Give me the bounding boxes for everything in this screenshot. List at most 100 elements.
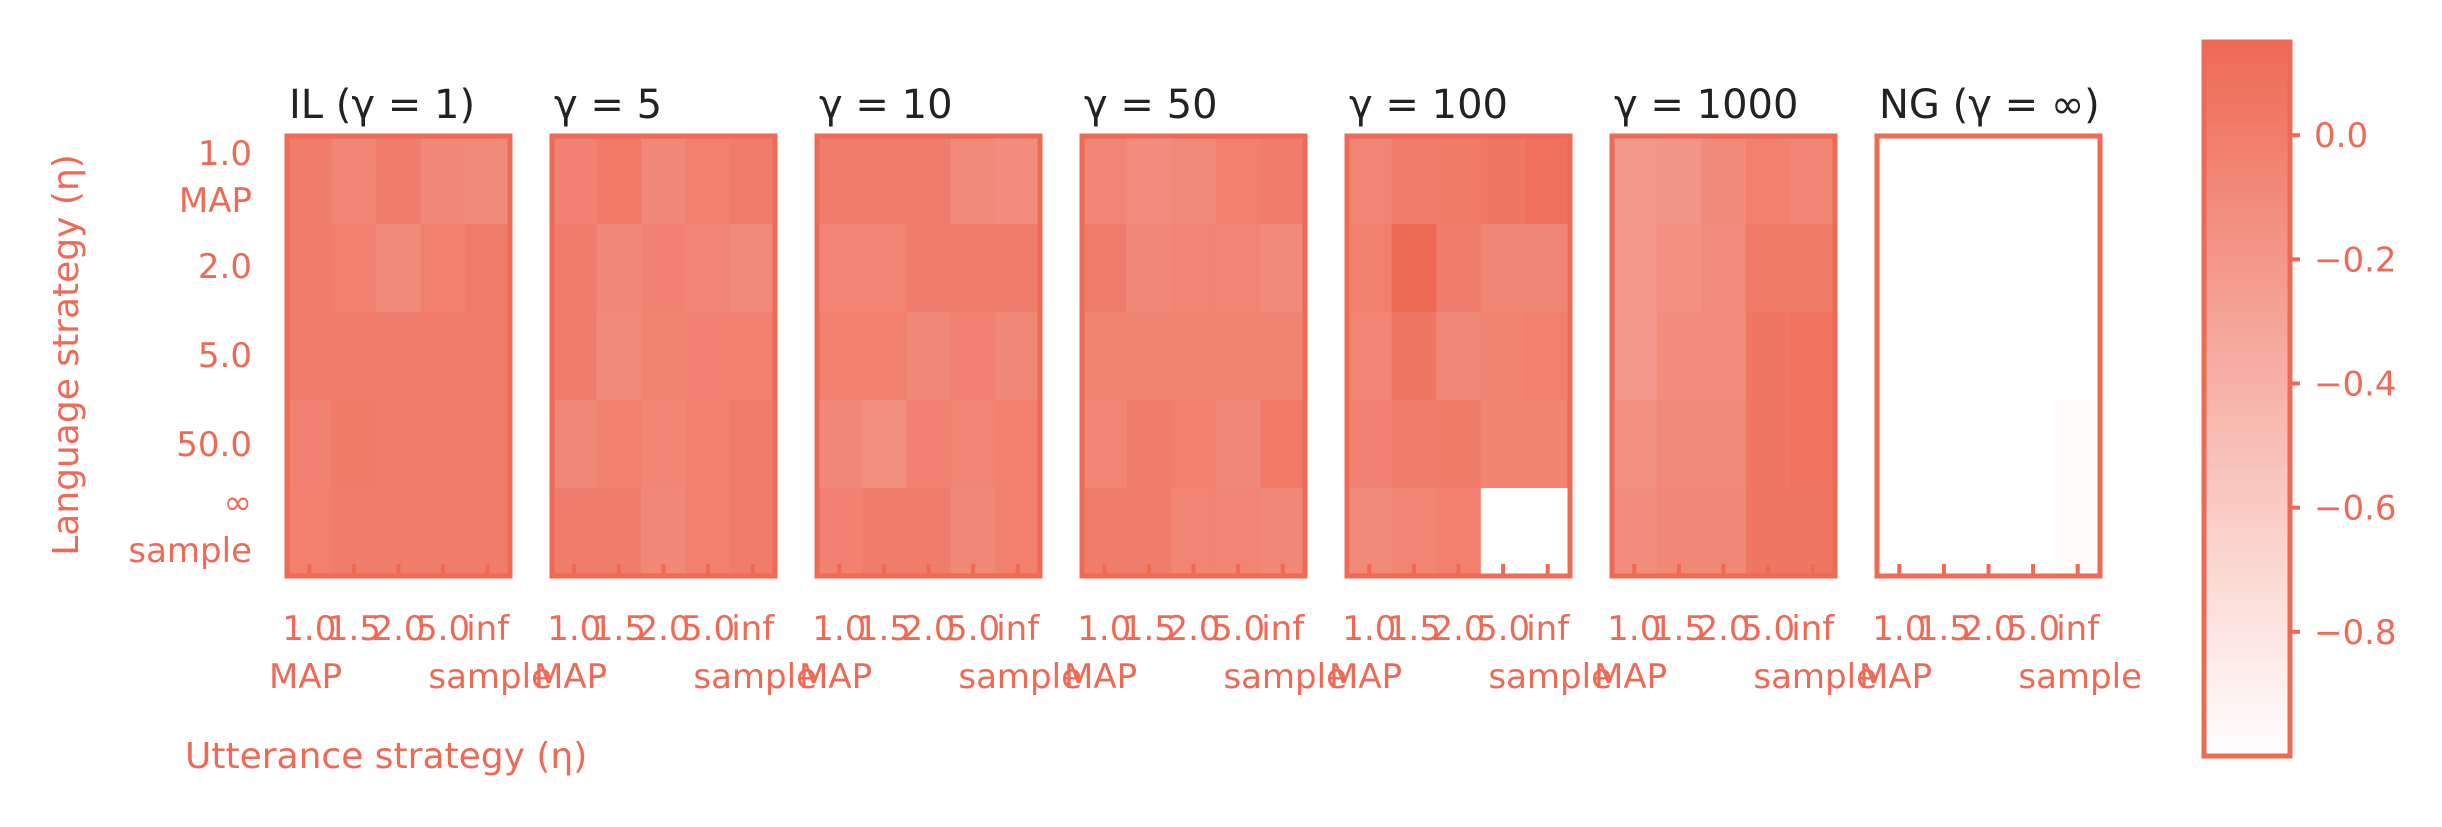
y-tick-label: 2.0 [198, 247, 252, 287]
heatmap-cell [1126, 224, 1172, 313]
heatmap-cell [906, 224, 952, 313]
heatmap-cell [1171, 224, 1217, 313]
heatmap-cell [1082, 488, 1128, 577]
panel-title: γ = 100 [1349, 82, 1508, 128]
x-tick-label: 2.0 [371, 609, 425, 649]
heatmap-cell [596, 224, 642, 313]
heatmap-cell [861, 312, 907, 401]
heatmap-cell [1480, 136, 1526, 225]
heatmap-cell [1391, 400, 1437, 489]
heatmap-cell [1701, 400, 1747, 489]
heatmap-cell [1612, 224, 1658, 313]
heatmap-cell [1126, 488, 1172, 577]
heatmap-cell [817, 136, 863, 225]
heatmap-cell [1171, 136, 1217, 225]
heatmap-cell [1436, 136, 1482, 225]
x-tick-label: 1.0 [1077, 609, 1131, 649]
heatmap-cell [552, 312, 598, 401]
x-extreme-label-right: sample [958, 657, 1082, 697]
heatmap-cell [1391, 224, 1437, 313]
colorbar-tick-label: −0.8 [2314, 613, 2397, 653]
colorbar-tick-label: −0.2 [2314, 240, 2397, 280]
heatmap-cell [287, 400, 333, 489]
heatmap-cell [1082, 312, 1128, 401]
x-tick-label: inf [1791, 609, 1835, 649]
heatmap-cell [641, 488, 687, 577]
panel-title: γ = 10 [819, 82, 953, 128]
x-extreme-label-right: sample [1753, 657, 1877, 697]
x-tick-label: 1.5 [1387, 609, 1441, 649]
heatmap-cell [950, 400, 996, 489]
x-tick-label: 5.0 [681, 609, 735, 649]
heatmap-cell [1745, 136, 1791, 225]
heatmap-cell [1921, 400, 1967, 489]
x-tick-label: 1.5 [857, 609, 911, 649]
heatmap-cell [1260, 224, 1306, 313]
heatmap-cell [1745, 224, 1791, 313]
heatmap-cell [596, 400, 642, 489]
x-extreme-label-left: MAP [1594, 657, 1667, 697]
heatmap-cell [906, 488, 952, 577]
heatmap-cell [287, 136, 333, 225]
heatmap-cell [1391, 136, 1437, 225]
x-extreme-label-right: sample [428, 657, 552, 697]
heatmap-cell [861, 488, 907, 577]
heatmap-cell [1480, 224, 1526, 313]
heatmap-cell [1347, 224, 1393, 313]
colorbar-tick-label: 0.0 [2314, 116, 2368, 156]
heatmap-cell [641, 400, 687, 489]
heatmap-cell [1082, 400, 1128, 489]
x-tick-label: inf [2056, 609, 2100, 649]
heatmap-cell [685, 136, 731, 225]
heatmap-cell [1525, 400, 1571, 489]
heatmap-cell [331, 224, 377, 313]
x-tick-label: 1.5 [592, 609, 646, 649]
heatmap-cell [1877, 488, 1923, 577]
heatmap-cell [1436, 312, 1482, 401]
heatmap-cell [1215, 488, 1261, 577]
heatmap-cell [2010, 400, 2056, 489]
y-tick-label: 5.0 [198, 336, 252, 376]
heatmap-cell [1656, 400, 1702, 489]
heatmap-cell [1745, 488, 1791, 577]
x-extreme-label-right: sample [1488, 657, 1612, 697]
heatmap-cell [1215, 224, 1261, 313]
heatmap-cell [2010, 136, 2056, 225]
heatmap-cell [1921, 224, 1967, 313]
heatmap-cell [1260, 136, 1306, 225]
x-tick-label: 2.0 [636, 609, 690, 649]
x-extreme-label-left: MAP [1064, 657, 1137, 697]
x-extreme-label-right: sample [693, 657, 817, 697]
heatmap-cell [950, 224, 996, 313]
panel-title: IL (γ = 1) [289, 82, 475, 128]
y-tick-labels: 1.0 MAP 2.0 5.0 50.0 ∞ sample [128, 134, 252, 571]
colorbar-tick-label: −0.4 [2314, 364, 2397, 404]
heatmap-cell [950, 136, 996, 225]
heatmap-cell [1260, 488, 1306, 577]
heatmap-cell [2055, 488, 2101, 577]
heatmap-cell [1171, 488, 1217, 577]
heatmap-cell [906, 312, 952, 401]
heatmap-cell [465, 312, 511, 401]
x-extreme-label-left: MAP [799, 657, 872, 697]
heatmap-cell [685, 488, 731, 577]
heatmap-cell [1656, 224, 1702, 313]
heatmap-cell [1215, 136, 1261, 225]
heatmap-cell [1215, 312, 1261, 401]
heatmap-cell [1612, 488, 1658, 577]
heatmap-cell [1436, 488, 1482, 577]
heatmap-cell [995, 488, 1041, 577]
x-tick-label: 2.0 [1431, 609, 1485, 649]
heatmap-cell [995, 224, 1041, 313]
heatmap-cell [995, 400, 1041, 489]
x-extreme-label-left: MAP [269, 657, 342, 697]
heatmap-cell [1525, 488, 1571, 577]
x-tick-label: 5.0 [1211, 609, 1265, 649]
heatmap-cell [287, 224, 333, 313]
heatmap-cell [2055, 312, 2101, 401]
heatmap-cell [552, 136, 598, 225]
